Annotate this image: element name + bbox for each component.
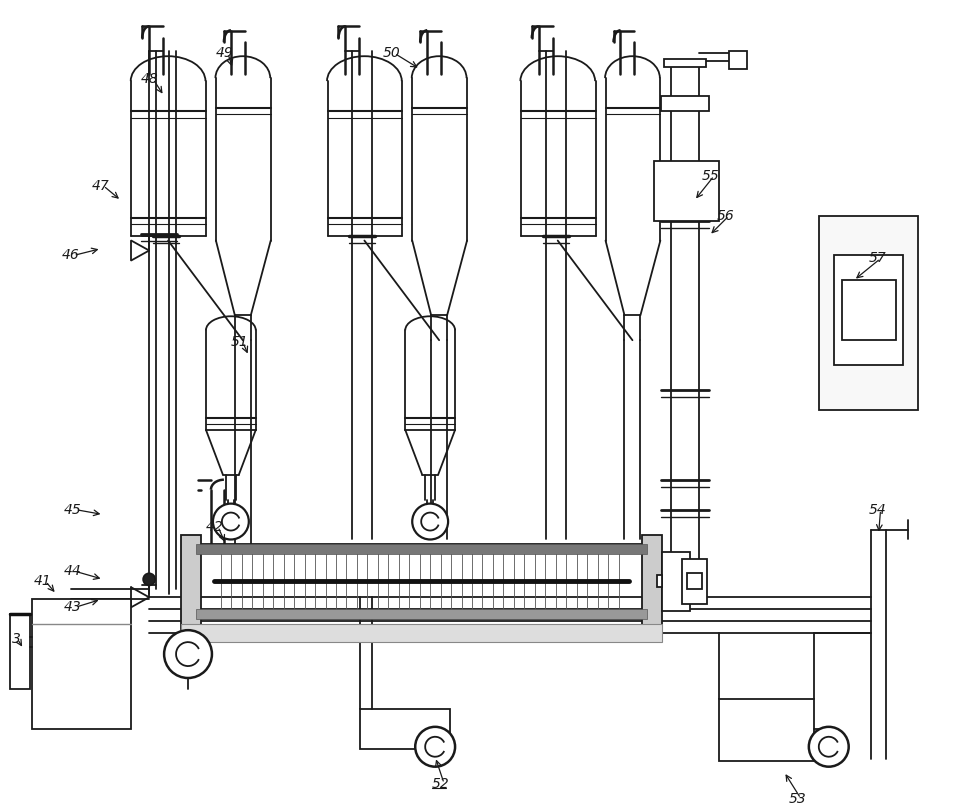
Text: 57: 57 bbox=[869, 252, 886, 265]
Circle shape bbox=[164, 630, 212, 678]
Circle shape bbox=[143, 574, 155, 586]
Bar bbox=[196, 544, 647, 554]
Circle shape bbox=[213, 504, 249, 540]
Bar bbox=[818, 216, 919, 410]
Bar bbox=[181, 535, 201, 629]
Text: 44: 44 bbox=[63, 565, 81, 578]
Text: 47: 47 bbox=[92, 179, 109, 193]
Bar bbox=[841, 281, 896, 341]
Text: 55: 55 bbox=[702, 169, 720, 183]
Bar bbox=[729, 51, 747, 69]
Bar bbox=[654, 161, 719, 221]
Bar bbox=[32, 599, 131, 729]
Text: 53: 53 bbox=[789, 791, 807, 806]
Circle shape bbox=[415, 726, 456, 767]
Text: 56: 56 bbox=[717, 209, 735, 222]
Text: 52: 52 bbox=[433, 777, 450, 790]
Circle shape bbox=[413, 504, 448, 540]
Bar bbox=[196, 544, 647, 619]
Text: 49: 49 bbox=[216, 46, 234, 60]
Bar bbox=[665, 59, 706, 67]
Bar bbox=[663, 553, 690, 612]
Circle shape bbox=[809, 726, 849, 767]
Text: 46: 46 bbox=[61, 248, 79, 262]
Text: 43: 43 bbox=[63, 600, 81, 614]
Text: 54: 54 bbox=[869, 502, 886, 517]
Bar bbox=[719, 699, 814, 760]
Bar bbox=[834, 256, 903, 365]
Text: 45: 45 bbox=[63, 502, 81, 517]
Text: 50: 50 bbox=[382, 46, 400, 60]
Bar bbox=[657, 575, 663, 587]
Bar bbox=[662, 96, 710, 111]
Text: 3: 3 bbox=[11, 632, 20, 646]
Bar bbox=[10, 614, 30, 689]
Bar bbox=[196, 609, 647, 619]
Text: 42: 42 bbox=[206, 519, 223, 533]
Text: 51: 51 bbox=[231, 335, 248, 349]
Text: 48: 48 bbox=[141, 72, 159, 86]
Text: 41: 41 bbox=[33, 574, 52, 588]
Bar bbox=[688, 574, 702, 589]
Bar bbox=[181, 625, 663, 642]
Bar bbox=[682, 559, 708, 604]
Bar bbox=[643, 535, 663, 629]
Bar bbox=[360, 709, 450, 749]
